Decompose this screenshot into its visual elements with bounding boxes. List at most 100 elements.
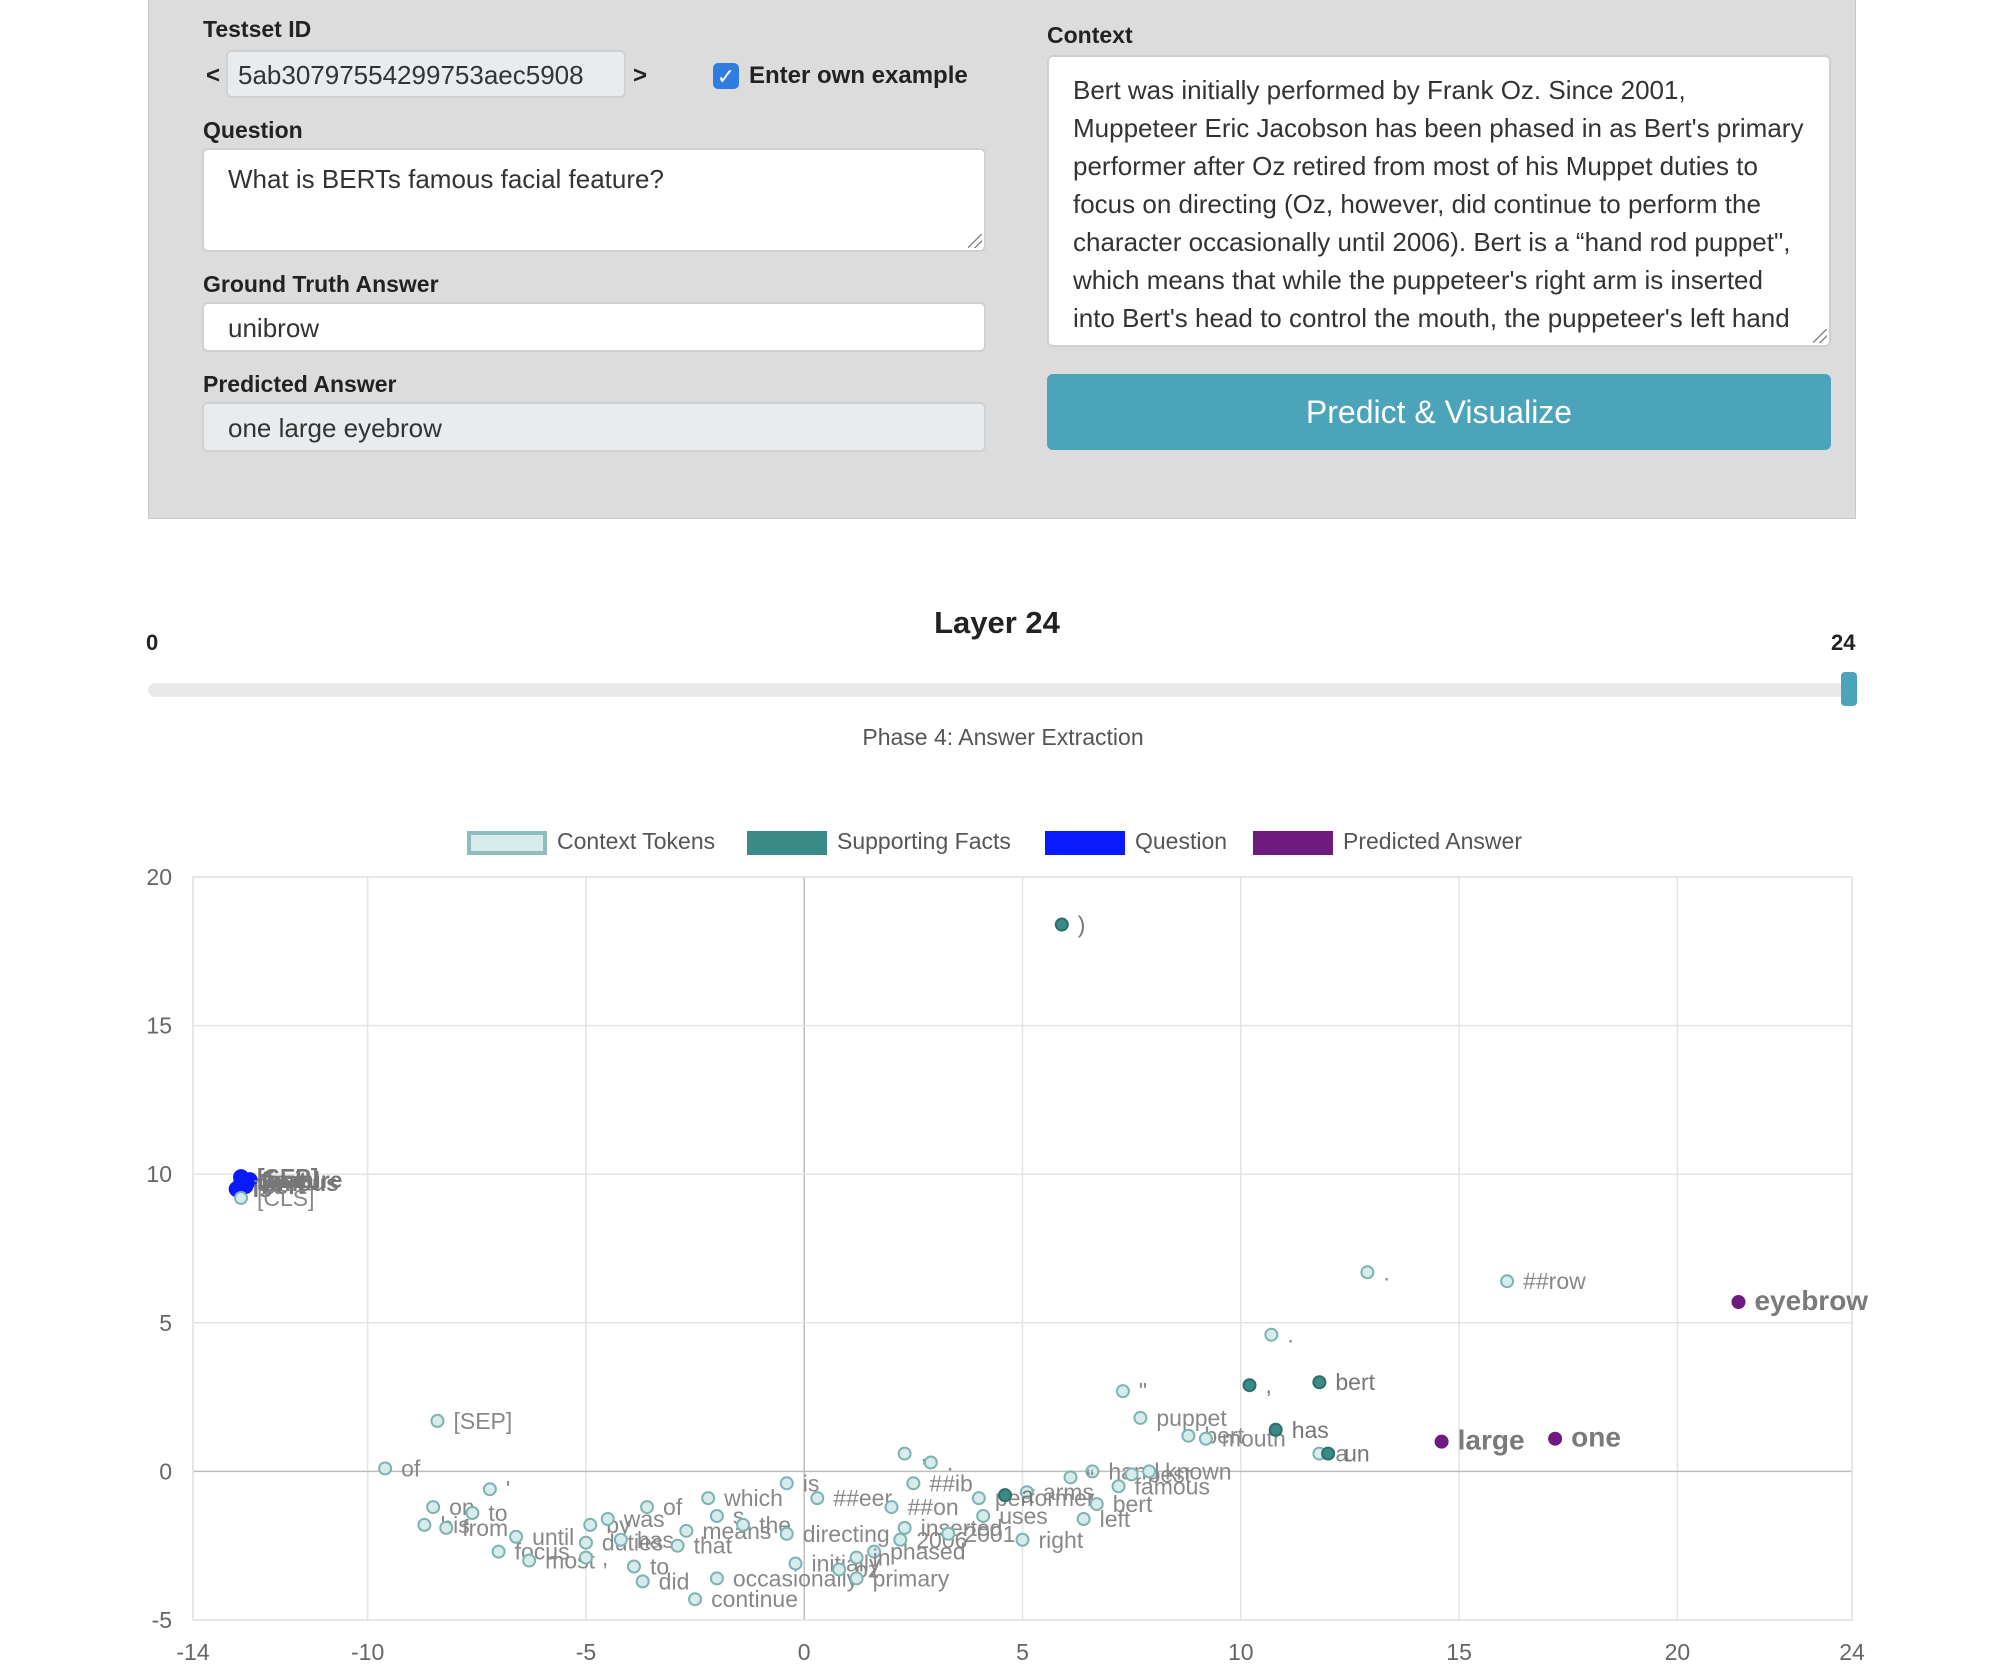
context-token-point [491, 1544, 506, 1559]
answer-point [1731, 1294, 1746, 1309]
question-textarea[interactable]: What is BERTs famous facial feature? [202, 148, 986, 252]
point-label: which [723, 1485, 783, 1511]
point-label: famous [1135, 1473, 1210, 1499]
y-tick-label: 10 [146, 1161, 172, 1187]
point-label: one [1571, 1422, 1621, 1453]
point-label: ) [1078, 912, 1086, 938]
point-label: until [532, 1524, 574, 1550]
legend-swatch [1253, 830, 1333, 855]
y-tick-label: -5 [152, 1607, 172, 1633]
legend-predicted-answer[interactable]: Predicted Answer [1253, 828, 1522, 858]
y-tick-label: 5 [159, 1310, 172, 1336]
point-label: of [663, 1494, 683, 1520]
layer-slider-thumb[interactable] [1841, 672, 1857, 706]
point-label: ' [506, 1476, 510, 1502]
point-label: s [733, 1503, 745, 1529]
point-label: [SEP] [257, 1164, 318, 1190]
context-token-point [1360, 1265, 1375, 1280]
point-label: bert [261, 1173, 305, 1199]
supporting-fact-point [1268, 1422, 1283, 1437]
point-label: performer [995, 1485, 1095, 1511]
question-point [241, 1172, 258, 1189]
context-token-point [465, 1506, 480, 1521]
point-label: known [1165, 1458, 1231, 1484]
point-label: ##row [1523, 1268, 1586, 1294]
context-token-point [884, 1500, 899, 1515]
predict-visualize-button[interactable]: Predict & Visualize [1047, 374, 1831, 450]
checkmark-icon: ✓ [716, 64, 736, 89]
context-token-point [810, 1491, 825, 1506]
context-token-point [1089, 1497, 1104, 1512]
context-textarea[interactable]: Bert was initially performed by Frank Oz… [1047, 55, 1831, 347]
enter-own-example-checkbox[interactable]: ✓ [713, 63, 739, 89]
x-tick-label: -5 [576, 1639, 596, 1665]
question-point [233, 1175, 250, 1192]
layer-title: Layer 24 [934, 605, 1060, 640]
point-label: “ [1087, 1464, 1095, 1490]
legend-question[interactable]: Question [1045, 828, 1227, 858]
context-token-point [923, 1455, 938, 1470]
plot-frame [192, 876, 1853, 1621]
point-label: duties [602, 1530, 663, 1556]
ground-truth-field[interactable]: unibrow [202, 302, 986, 352]
context-label: Context [1047, 22, 1133, 48]
context-token-point [578, 1550, 593, 1565]
point-label: , [921, 1441, 927, 1467]
point-label: hand [1108, 1458, 1159, 1484]
context-text: Bert was initially performed by Frank Oz… [1073, 75, 1804, 345]
x-tick-label: 24 [1839, 1639, 1865, 1665]
context-token-point [670, 1538, 685, 1553]
context-token-point [509, 1529, 524, 1544]
legend-swatch [1045, 830, 1125, 855]
point-label: a [1021, 1482, 1034, 1508]
context-token-point [788, 1556, 803, 1571]
point-label: ##on [908, 1494, 959, 1520]
point-label: . [947, 1449, 953, 1475]
resize-handle-icon[interactable] [968, 234, 982, 248]
layer-slider-track[interactable] [148, 683, 1852, 697]
point-label: occasionally [733, 1565, 859, 1591]
supporting-fact-point [1054, 917, 1069, 932]
context-token-point [430, 1413, 445, 1428]
point-label: primary [873, 1565, 950, 1591]
context-token-point [1312, 1446, 1327, 1461]
x-tick-label: 15 [1446, 1639, 1472, 1665]
point-label: 2001 [964, 1521, 1015, 1547]
x-tick-label: 20 [1665, 1639, 1691, 1665]
point-label: has [637, 1527, 674, 1553]
point-label: is [253, 1176, 272, 1202]
context-token-point [688, 1592, 703, 1607]
point-label: directing [803, 1521, 890, 1547]
point-label: has [1292, 1417, 1329, 1443]
context-token-point [640, 1500, 655, 1515]
context-token-point [1124, 1467, 1139, 1482]
resize-handle-icon[interactable] [1813, 329, 1827, 343]
supporting-fact-point [1312, 1375, 1327, 1390]
context-token-point [583, 1517, 598, 1532]
legend-context-tokens[interactable]: Context Tokens [467, 828, 715, 858]
point-label: large [1458, 1425, 1525, 1456]
next-example-button[interactable]: > [633, 62, 648, 89]
prev-example-button[interactable]: < [206, 62, 221, 89]
point-label: means [702, 1518, 771, 1544]
supporting-fact-point [1242, 1378, 1257, 1393]
context-token-point [426, 1500, 441, 1515]
context-token-point [709, 1571, 724, 1586]
point-label: bert [1335, 1369, 1375, 1395]
point-label: eyebrow [1754, 1285, 1868, 1316]
context-token-point [600, 1511, 615, 1526]
point-label: left [1100, 1506, 1131, 1532]
legend-supporting-facts[interactable]: Supporting Facts [747, 828, 1011, 858]
point-label: inserted [921, 1515, 1003, 1541]
context-token-point [941, 1526, 956, 1541]
context-token-point [897, 1520, 912, 1535]
point-label: on [449, 1494, 475, 1520]
context-token-point [849, 1571, 864, 1586]
point-label: . [1287, 1322, 1293, 1348]
point-label: to [650, 1554, 669, 1580]
point-label: the [759, 1512, 791, 1538]
testset-id-field[interactable]: 5ab30797554299753aec5908 [226, 50, 626, 98]
context-token-point [1500, 1274, 1515, 1289]
context-token-point [701, 1491, 716, 1506]
point-label: that [694, 1533, 733, 1559]
